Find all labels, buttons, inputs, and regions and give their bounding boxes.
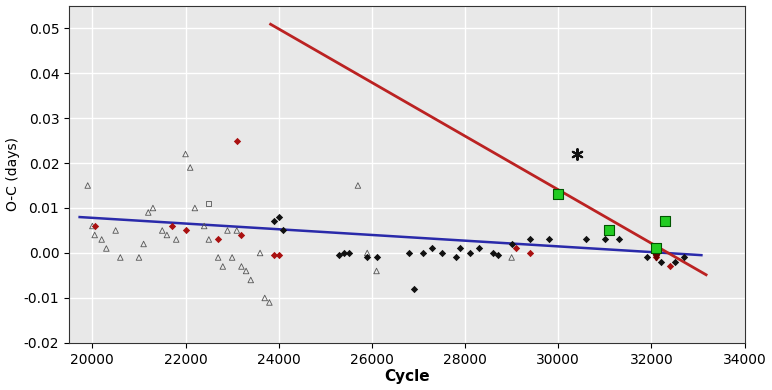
Point <box>110 227 122 234</box>
Point <box>273 252 285 258</box>
Point <box>188 205 201 211</box>
Point <box>371 268 383 274</box>
Point <box>524 236 537 243</box>
Point <box>82 183 94 189</box>
Point <box>403 250 415 256</box>
Point <box>96 236 108 243</box>
Point <box>361 254 374 261</box>
Y-axis label: O-C (days): O-C (days) <box>5 137 19 211</box>
Point <box>133 254 145 261</box>
Point <box>524 250 537 256</box>
Point <box>235 232 248 238</box>
Point <box>231 137 243 144</box>
Point <box>100 245 113 252</box>
Point <box>137 241 150 247</box>
Point <box>231 227 243 234</box>
Point <box>580 236 592 243</box>
Point <box>203 236 215 243</box>
Point <box>659 218 672 225</box>
Point <box>343 250 355 256</box>
Point <box>371 254 383 261</box>
Point <box>235 263 248 269</box>
Point <box>254 250 266 256</box>
Point <box>650 245 662 252</box>
Point <box>664 263 676 269</box>
Point <box>198 223 210 229</box>
Point <box>352 183 364 189</box>
Point <box>613 236 625 243</box>
Point <box>273 214 285 220</box>
Point <box>217 263 229 269</box>
Point <box>361 250 374 256</box>
Point <box>650 254 662 261</box>
Point <box>212 254 225 261</box>
Point <box>426 245 438 252</box>
Point <box>552 191 564 198</box>
Point <box>655 259 667 265</box>
Point <box>463 250 476 256</box>
Point <box>510 245 523 252</box>
Point <box>268 218 280 225</box>
Point <box>222 227 234 234</box>
Point <box>89 232 101 238</box>
Point <box>245 277 257 283</box>
Point <box>259 295 271 301</box>
Point <box>598 236 611 243</box>
Point <box>650 254 662 261</box>
Point <box>165 223 178 229</box>
Point <box>268 252 280 258</box>
Point <box>142 209 154 216</box>
Point <box>179 151 191 157</box>
Point <box>240 268 252 274</box>
Point <box>263 300 276 306</box>
Point <box>226 254 239 261</box>
Point <box>454 245 466 252</box>
Point <box>417 250 429 256</box>
Point <box>203 200 215 207</box>
Point <box>184 164 196 170</box>
Point <box>114 254 127 261</box>
Point <box>603 227 615 234</box>
Point <box>641 254 653 261</box>
Point <box>473 245 486 252</box>
Point <box>161 232 173 238</box>
Point <box>89 223 101 229</box>
Point <box>338 250 350 256</box>
Point <box>408 286 420 292</box>
Point <box>212 236 225 243</box>
Point <box>543 236 555 243</box>
Point <box>449 254 462 261</box>
Point <box>492 252 504 258</box>
Point <box>147 205 159 211</box>
Point <box>506 241 518 247</box>
Point <box>506 254 518 261</box>
Point <box>435 250 448 256</box>
Point <box>678 254 690 261</box>
Point <box>179 227 191 234</box>
Point <box>571 151 583 157</box>
Point <box>156 227 168 234</box>
X-axis label: Cycle: Cycle <box>384 369 430 385</box>
Point <box>170 236 182 243</box>
Point <box>277 227 290 234</box>
Point <box>333 252 345 258</box>
Point <box>669 259 681 265</box>
Point <box>487 250 499 256</box>
Point <box>86 223 99 229</box>
